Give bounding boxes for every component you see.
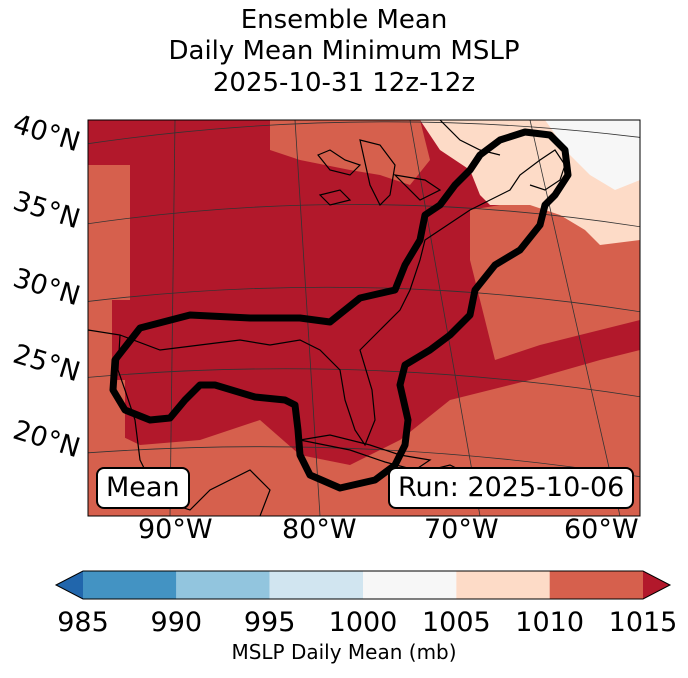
colorbar-bin-990 (176, 571, 270, 599)
field-1000 (545, 120, 640, 190)
run-date-box: Run: 2025-10-06 (388, 467, 635, 509)
field-1010-north (270, 120, 430, 185)
colorbar-tick-1015: 1015 (608, 607, 678, 638)
colorbar-bin-995 (269, 571, 363, 599)
colorbar-tick-995: 995 (243, 607, 296, 638)
lon-label-60: 60°W (564, 514, 639, 545)
lon-label-90: 90°W (138, 514, 213, 545)
lon-label-70: 70°W (424, 514, 499, 545)
colorbar-bin-985 (83, 571, 177, 599)
lon-label-80: 80°W (282, 514, 357, 545)
coastlines (88, 120, 566, 516)
colorbar-tick-990: 990 (150, 607, 203, 638)
title-line-3: 2025-10-31 12z-12z (212, 68, 476, 98)
map-field (88, 120, 640, 516)
colorbar-bin-1010 (549, 571, 643, 599)
mean-label-box: Mean (96, 467, 190, 509)
colorbar (54, 570, 672, 600)
colorbar-outline (54, 570, 672, 600)
colorbar-tick-1005: 1005 (421, 607, 491, 638)
colorbar-tick-1010: 1010 (515, 607, 585, 638)
colorbar-under-arrow (56, 571, 83, 599)
colorbar-tick-1000: 1000 (328, 607, 398, 638)
title-line-2: Daily Mean Minimum MSLP (168, 36, 520, 66)
colorbar-bins (83, 571, 643, 599)
colorbar-bin-1005 (456, 571, 550, 599)
mslp-contour (109, 128, 572, 492)
colorbar-bin-1000 (363, 571, 457, 599)
title-line-1: Ensemble Mean (240, 5, 448, 35)
colorbar-label: MSLP Daily Mean (mb) (231, 640, 457, 664)
map-frame (87, 119, 641, 517)
colorbar-over-arrow (643, 571, 670, 599)
colorbar-tick-985: 985 (57, 607, 109, 638)
